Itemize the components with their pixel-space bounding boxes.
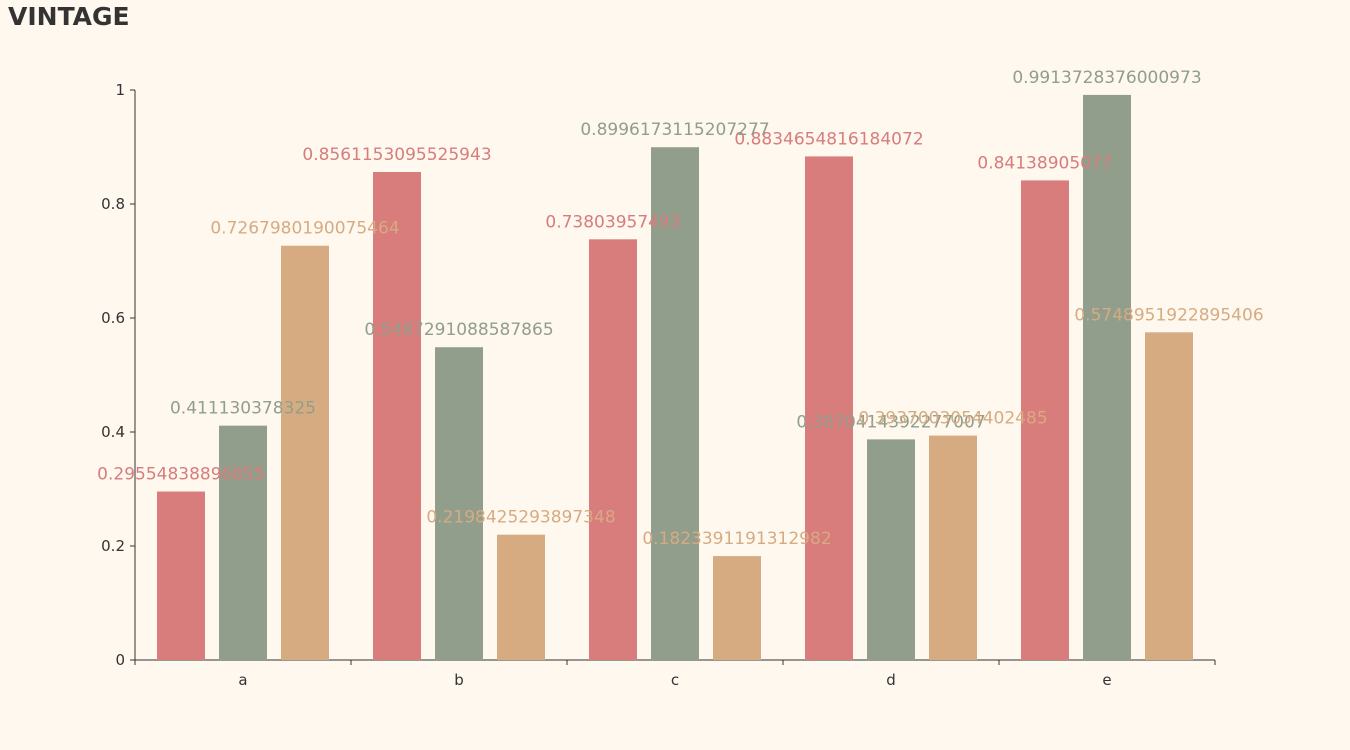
y-tick-label: 0.2 bbox=[101, 537, 125, 555]
bar-series-1-e[interactable] bbox=[1021, 180, 1069, 660]
bar-series-1-d[interactable] bbox=[805, 156, 853, 660]
y-tick-label: 1 bbox=[115, 81, 125, 99]
bar-series-3-b[interactable] bbox=[497, 534, 545, 660]
data-label-series-2-b: 0.5487291088587865 bbox=[364, 320, 553, 340]
chart-title: VINTAGE bbox=[8, 2, 130, 31]
data-label-series-2-a: 0.411130378325 bbox=[170, 399, 316, 419]
y-tick-label: 0.4 bbox=[101, 423, 125, 441]
data-label-series-3-c: 0.1823391191312982 bbox=[642, 529, 831, 549]
data-label-series-1-d: 0.8834654816184072 bbox=[734, 129, 923, 149]
y-tick-label: 0.8 bbox=[101, 195, 125, 213]
bar-series-1-c[interactable] bbox=[589, 239, 637, 660]
y-tick-label: 0 bbox=[115, 651, 125, 669]
data-label-series-3-e: 0.5748951922895406 bbox=[1074, 305, 1263, 325]
bar-series-3-e[interactable] bbox=[1145, 332, 1193, 660]
bar-series-2-a[interactable] bbox=[219, 425, 267, 660]
data-label-series-1-b: 0.8561153095525943 bbox=[302, 145, 491, 165]
data-label-series-2-c: 0.8996173115207277 bbox=[580, 120, 769, 140]
data-label-series-1-a: 0.29554838896855 bbox=[97, 465, 265, 485]
data-label-series-3-b: 0.2198425293897348 bbox=[426, 508, 615, 528]
data-label-series-1-e: 0.84138905077 bbox=[977, 153, 1112, 173]
data-label-series-3-a: 0.7267980190075464 bbox=[210, 219, 399, 239]
x-tick-label: c bbox=[671, 671, 679, 689]
bar-series-1-b[interactable] bbox=[373, 172, 421, 660]
bar-series-2-b[interactable] bbox=[435, 347, 483, 660]
y-tick-label: 0.6 bbox=[101, 309, 125, 327]
bar-series-3-c[interactable] bbox=[713, 556, 761, 660]
data-label-series-2-e: 0.9913728376000973 bbox=[1012, 68, 1201, 88]
data-label-series-1-c: 0.73803957493 bbox=[545, 212, 680, 232]
bar-series-3-d[interactable] bbox=[929, 435, 977, 660]
x-tick-label: a bbox=[238, 671, 247, 689]
bar-series-2-d[interactable] bbox=[867, 439, 915, 660]
data-label-series-2-d: 0.3870414392277007 bbox=[796, 412, 985, 432]
bar-series-3-a[interactable] bbox=[281, 245, 329, 660]
x-tick-label: e bbox=[1102, 671, 1111, 689]
x-tick-label: d bbox=[886, 671, 896, 689]
bar-series-2-c[interactable] bbox=[651, 147, 699, 660]
data-label-series-3-d: 0.3937003054402485 bbox=[858, 409, 1047, 429]
bar-series-2-e[interactable] bbox=[1083, 94, 1131, 660]
bar-series-1-a[interactable] bbox=[157, 491, 205, 660]
x-tick-label: b bbox=[454, 671, 464, 689]
